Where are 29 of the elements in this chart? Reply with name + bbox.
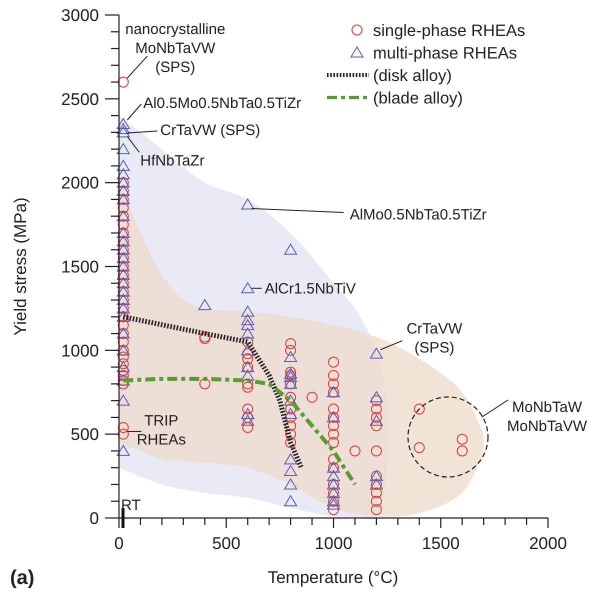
y-tick-label: 1500 bbox=[61, 258, 99, 276]
legend-label: (disk alloy) bbox=[373, 67, 452, 85]
annotation: Al0.5Mo0.5NbTa0.5TiZr bbox=[143, 94, 302, 112]
annotation: CrTaVW (SPS) bbox=[160, 122, 260, 140]
annotation: TRIP RHEAs bbox=[136, 412, 186, 448]
y-tick-label: 3000 bbox=[61, 6, 99, 25]
x-tick-label: 1500 bbox=[422, 534, 460, 553]
annotation: RT bbox=[121, 497, 141, 514]
y-axis-title: Yield stress (MPa) bbox=[11, 197, 30, 336]
y-tick-label: 2500 bbox=[61, 90, 99, 109]
annotation: nanocrystalline MoNbTaVW (SPS) bbox=[125, 21, 226, 76]
y-tick-label: 2000 bbox=[61, 174, 99, 193]
annotation: AlCr1.5NbTiV bbox=[264, 280, 356, 298]
y-tick-label: 1000 bbox=[61, 341, 99, 360]
legend-label: multi-phase RHEAs bbox=[373, 44, 517, 62]
text: (a) bbox=[10, 567, 34, 589]
annotation: MoNbTaW MoNbTaVW bbox=[506, 399, 588, 435]
annotation: HfNbTaZr bbox=[140, 152, 204, 170]
annotation: AlMo0.5NbTa0.5TiZr bbox=[350, 206, 487, 224]
x-tick-label: 0 bbox=[114, 534, 124, 553]
legend-label: single-phase RHEAs bbox=[373, 22, 526, 40]
y-tick-label: 0 bbox=[90, 509, 99, 528]
x-tick-label: 500 bbox=[212, 534, 240, 553]
x-axis-title: Temperature (°C) bbox=[268, 568, 398, 587]
x-tick-label: 1000 bbox=[314, 534, 352, 553]
annotation: CrTaVW (SPS) bbox=[406, 320, 464, 357]
y-tick-label: 500 bbox=[70, 425, 99, 444]
x-tick-label: 2000 bbox=[529, 534, 567, 553]
legend-label: (blade alloy) bbox=[373, 90, 463, 108]
